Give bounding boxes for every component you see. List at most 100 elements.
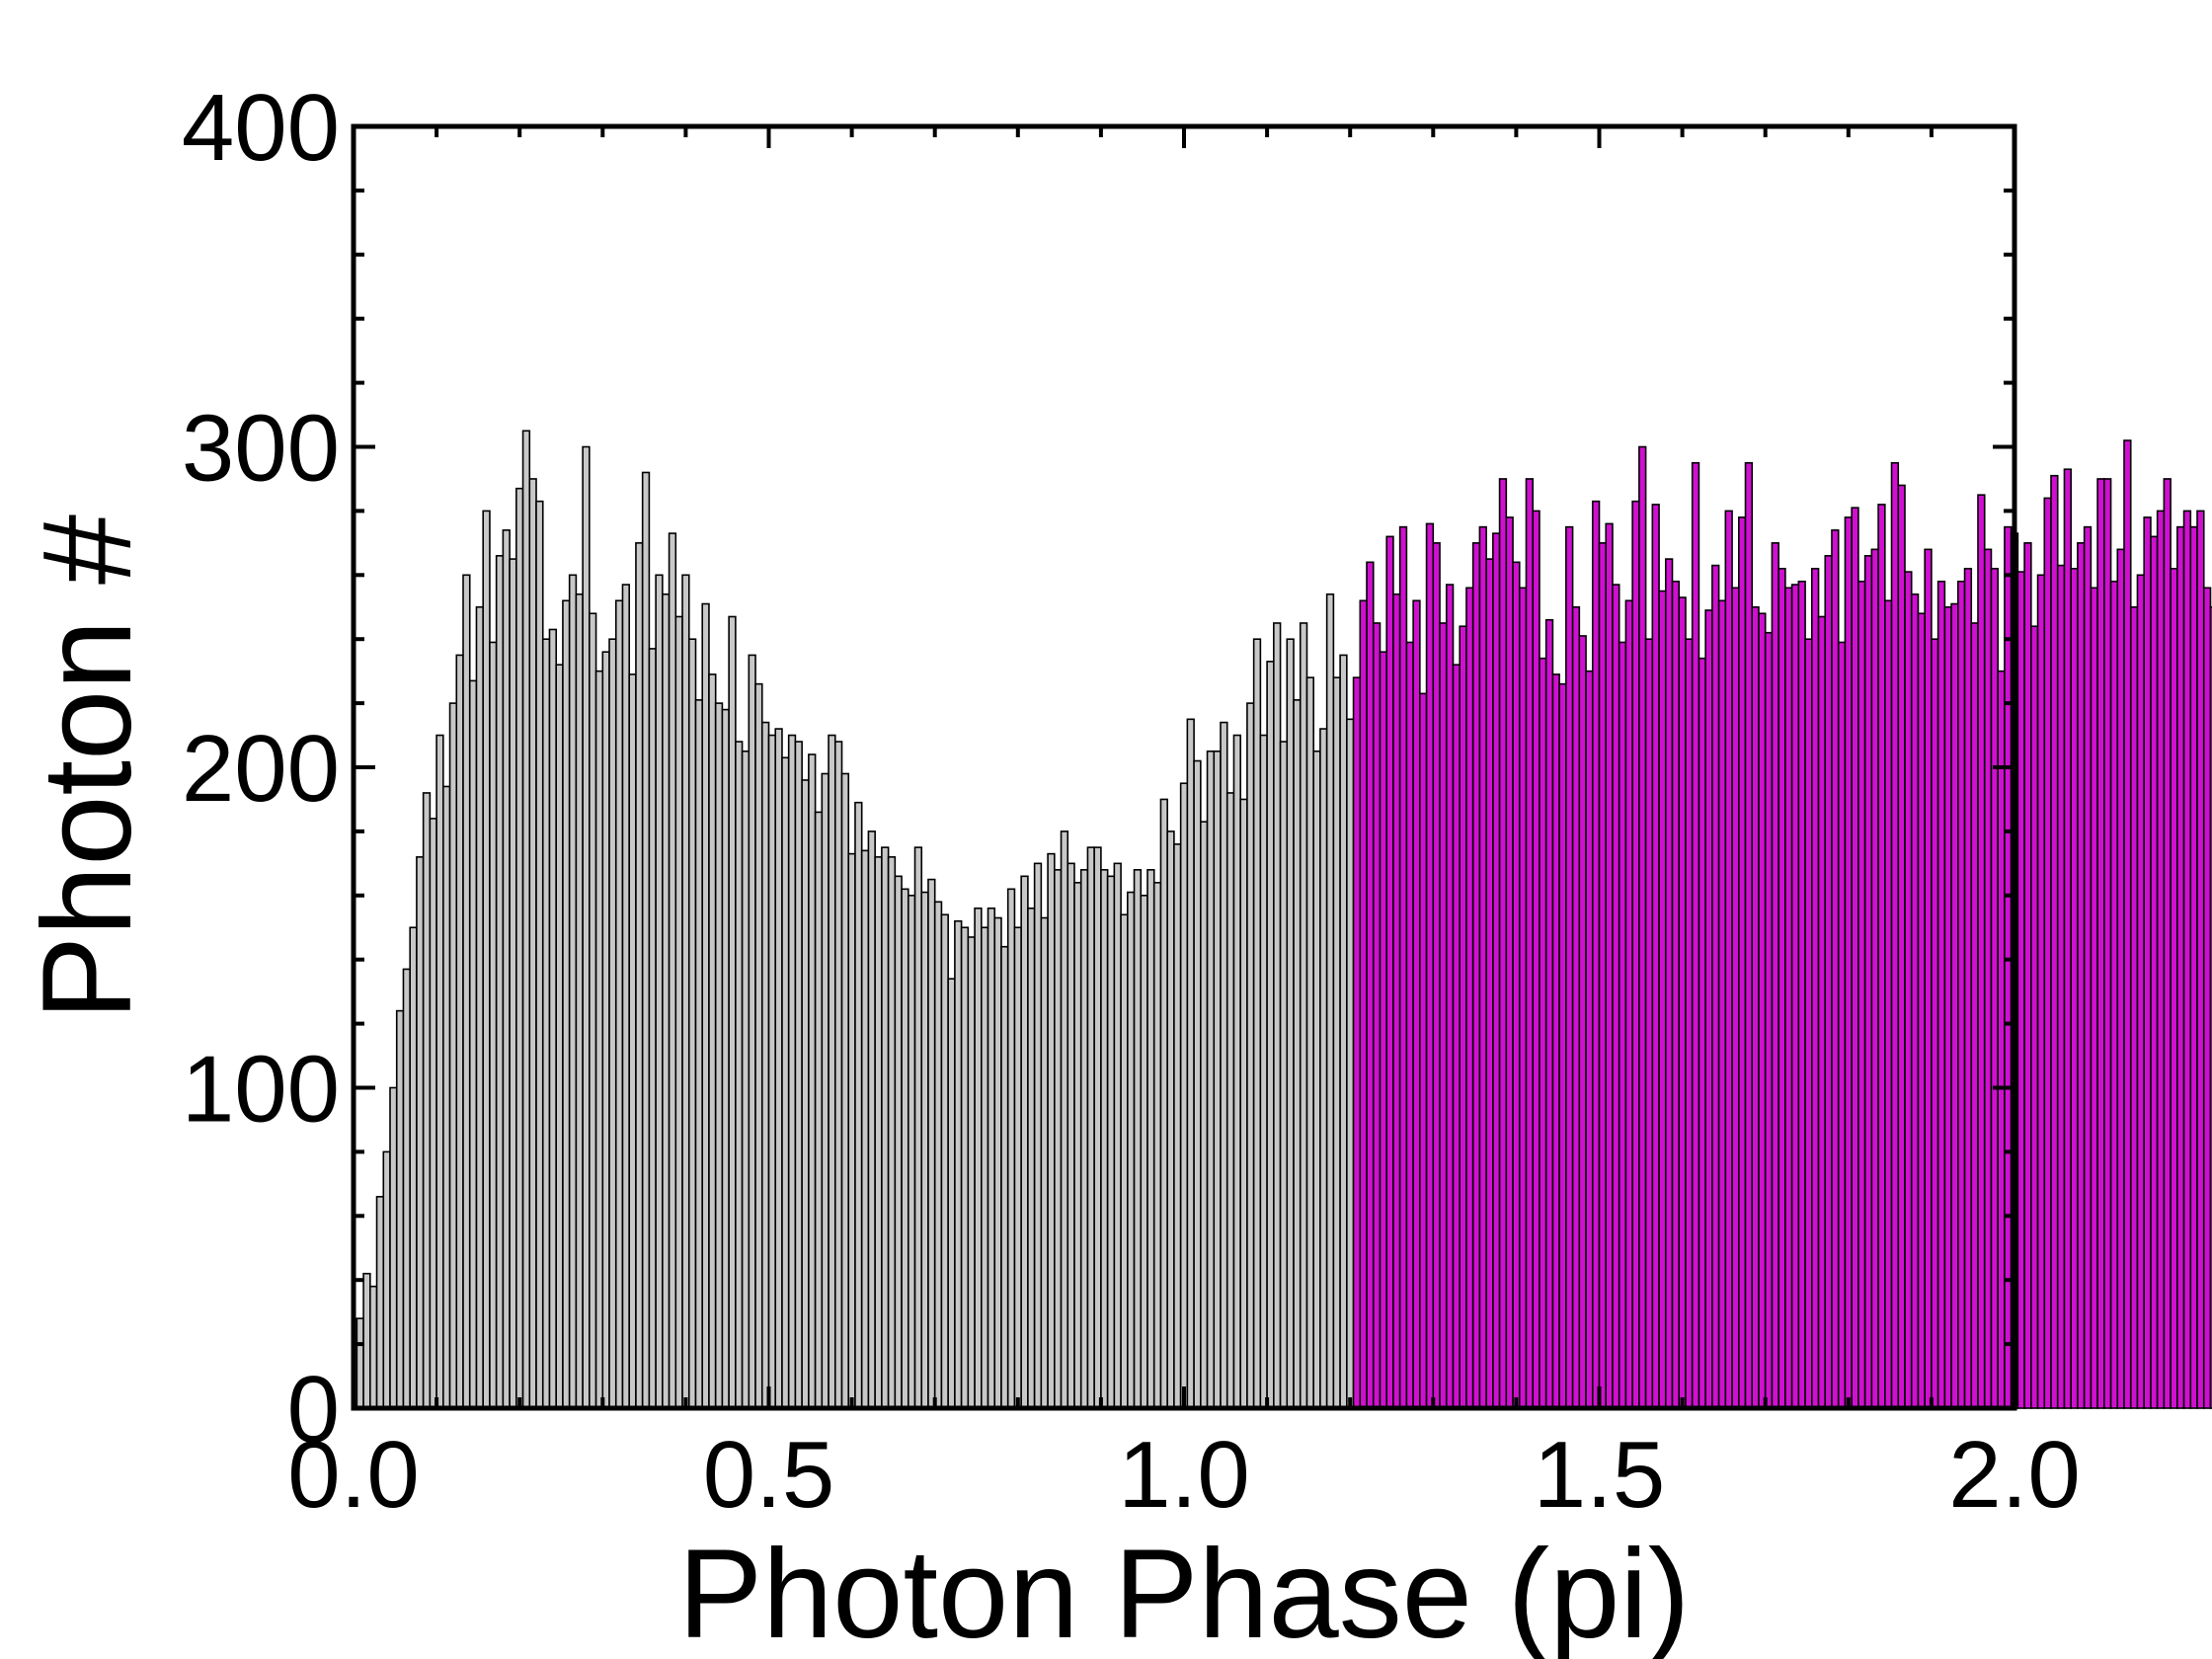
histogram-bar xyxy=(1086,846,1095,1409)
histogram-bar xyxy=(1717,599,1727,1409)
histogram-bar xyxy=(1332,676,1341,1409)
histogram-bar xyxy=(987,907,996,1409)
histogram-bar xyxy=(840,772,850,1409)
histogram-bar xyxy=(741,750,750,1409)
histogram-bar xyxy=(1678,596,1687,1409)
histogram-bar xyxy=(389,1086,398,1409)
histogram-bar xyxy=(1811,568,1820,1409)
histogram-bar xyxy=(1405,641,1414,1409)
histogram-bar xyxy=(887,856,897,1409)
histogram-bar xyxy=(555,664,564,1409)
histogram-bar xyxy=(1465,587,1474,1409)
histogram-bar xyxy=(814,811,824,1409)
histogram-bar xyxy=(2202,587,2212,1409)
histogram-bar xyxy=(701,602,710,1409)
x-tick-labels: 0.0 0.5 1.0 1.5 2.0 xyxy=(287,1422,2080,1528)
histogram-bar xyxy=(1379,651,1388,1409)
histogram-bar xyxy=(601,651,610,1409)
histogram-bar xyxy=(1093,846,1102,1409)
histogram-bar xyxy=(1186,718,1195,1409)
histogram-bar xyxy=(1817,615,1827,1409)
histogram-bar xyxy=(2150,535,2159,1409)
histogram-bar xyxy=(2209,605,2212,1409)
histogram-bar xyxy=(1319,728,1328,1409)
histogram-bar xyxy=(1325,592,1335,1409)
histogram-bar xyxy=(728,615,737,1409)
histogram-bar xyxy=(993,916,1002,1409)
histogram-bar xyxy=(575,592,584,1409)
histogram-bar xyxy=(448,702,458,1409)
histogram-bar xyxy=(1897,484,1906,1409)
histogram-bar xyxy=(1439,622,1448,1409)
histogram-bar xyxy=(1213,750,1222,1409)
histogram-bar xyxy=(1664,558,1674,1409)
histogram-bar xyxy=(1239,798,1248,1409)
histogram-bar xyxy=(1585,670,1594,1409)
histogram-bar xyxy=(2023,542,2032,1409)
histogram-bar xyxy=(1790,584,1800,1409)
histogram-bar xyxy=(1778,568,1786,1409)
histogram-bar xyxy=(1950,602,1959,1409)
histogram-bar xyxy=(1565,525,1574,1409)
histogram-bar xyxy=(594,670,604,1409)
histogram-bar xyxy=(509,558,517,1409)
histogram-bar xyxy=(833,741,843,1409)
histogram-bar xyxy=(2176,525,2185,1409)
histogram-bar xyxy=(721,708,730,1409)
histogram-bar xyxy=(1936,580,1946,1409)
histogram-bar xyxy=(1731,587,1740,1409)
histogram-bar xyxy=(1591,500,1601,1409)
histogram-bar xyxy=(954,919,963,1409)
histogram-bar xyxy=(1512,561,1521,1409)
histogram-bar xyxy=(1120,913,1129,1409)
histogram-bar xyxy=(760,721,770,1409)
histogram-bar xyxy=(1990,568,1999,1409)
histogram-bar xyxy=(774,728,783,1409)
histogram-bar xyxy=(2170,568,2178,1409)
histogram-bar xyxy=(1724,510,1733,1409)
x-tick-label: 1.5 xyxy=(1534,1422,1665,1528)
histogram-bar xyxy=(1432,542,1441,1409)
histogram-bar xyxy=(1366,561,1375,1409)
histogram-bar xyxy=(2189,525,2198,1409)
histogram-bar xyxy=(1797,580,1806,1409)
histogram-bar xyxy=(681,574,690,1409)
histogram-bar xyxy=(2063,468,2072,1409)
histogram-bar xyxy=(1631,500,1640,1409)
histogram-bar xyxy=(1578,635,1587,1409)
histogram-bar xyxy=(794,741,803,1409)
histogram-bar xyxy=(1193,759,1202,1409)
histogram-bar xyxy=(1027,907,1036,1409)
y-tick-label: 100 xyxy=(182,1037,340,1143)
histogram-bar xyxy=(475,605,485,1409)
histogram-bar xyxy=(1206,750,1216,1409)
histogram-bar xyxy=(1259,734,1268,1409)
histogram-bar xyxy=(2109,580,2119,1409)
histogram-bar xyxy=(1286,638,1295,1409)
histogram-bar xyxy=(1884,599,1893,1409)
histogram-bar xyxy=(482,510,491,1409)
histogram-bar xyxy=(1532,510,1540,1409)
histogram-bar xyxy=(1127,891,1136,1409)
histogram-bar xyxy=(674,615,683,1409)
histogram-bar xyxy=(1305,676,1314,1409)
histogram-bar xyxy=(1106,875,1116,1409)
histogram-bar xyxy=(515,487,524,1409)
histogram-bar xyxy=(1225,792,1235,1409)
histogram-bar xyxy=(435,734,444,1409)
histogram-bar xyxy=(1605,522,1614,1409)
histogram-bar xyxy=(668,532,677,1409)
histogram-bar xyxy=(1054,869,1063,1409)
histogram-bar xyxy=(528,478,537,1409)
histogram-bar xyxy=(860,849,870,1409)
histogram-bar xyxy=(2129,605,2139,1409)
histogram-bar xyxy=(1671,580,1681,1409)
histogram-bar xyxy=(1200,821,1209,1409)
histogram-bar xyxy=(1970,622,1979,1409)
histogram-bar xyxy=(455,654,464,1409)
histogram-bar xyxy=(1006,888,1016,1409)
histogram-bar xyxy=(1452,664,1462,1409)
histogram-bar xyxy=(1100,869,1109,1409)
histogram-bar xyxy=(708,673,717,1409)
